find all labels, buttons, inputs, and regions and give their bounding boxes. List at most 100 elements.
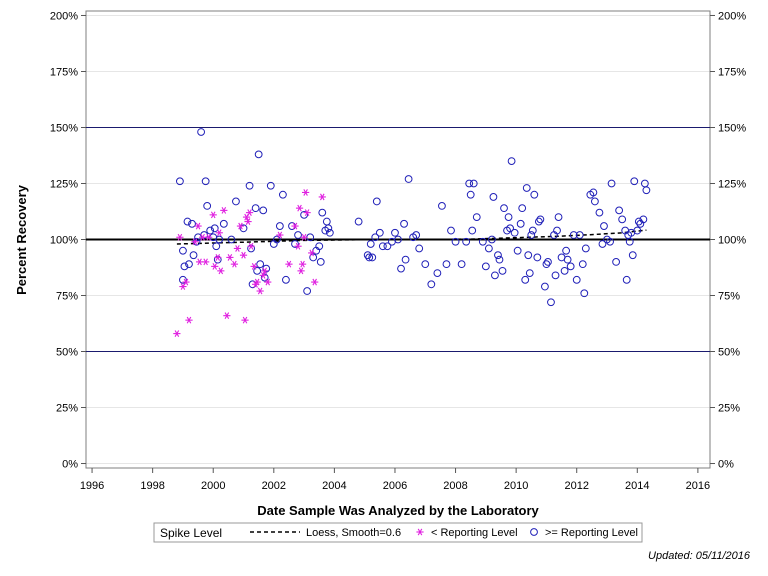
y-tick-label-left: 75% [56,291,78,303]
updated-footnote: Updated: 05/11/2016 [648,550,750,562]
data-point-below-reporting [261,267,269,275]
data-point-above-reporting [415,244,424,253]
x-tick-label: 2002 [262,480,286,492]
data-point-above-reporting [525,269,534,278]
data-point-above-reporting [595,208,604,217]
data-point-above-reporting [469,179,478,188]
data-point-above-reporting [212,242,221,251]
data-point-above-reporting [504,213,513,221]
data-point-above-reporting [534,217,543,226]
data-point-below-reporting [217,267,225,275]
data-point-above-reporting [542,260,551,269]
data-point-above-reporting [465,179,474,188]
y-tick-label-left: 25% [56,403,78,415]
data-point-below-reporting [253,278,261,286]
data-point-above-reporting [275,222,284,230]
data-point-above-reporting [203,201,212,210]
y-tick-label-right: 25% [718,403,740,415]
data-point-above-reporting [457,260,466,269]
data-point-above-reporting [530,190,539,199]
data-point-above-reporting [315,242,324,251]
data-point-above-reporting [219,219,228,228]
data-point-below-reporting [236,222,245,230]
data-point-below-reporting [285,260,293,268]
data-point-above-reporting [438,201,446,210]
data-point-above-reporting [472,213,481,221]
y-tick-label-left: 200% [50,10,78,22]
data-point-above-reporting [197,128,206,136]
data-point-above-reporting [536,215,545,224]
data-point-above-reporting [303,287,312,295]
data-point-above-reporting [634,217,643,226]
data-point-below-reporting [211,262,219,270]
data-point-above-reporting [300,210,308,219]
data-point-above-reporting [478,237,487,246]
data-point-below-reporting [173,330,181,337]
y-tick-label-right: 175% [718,66,746,78]
data-point-above-reporting [622,275,631,284]
data-point-above-reporting [547,298,555,307]
y-tick-label-left: 50% [56,347,78,359]
data-point-below-reporting [179,283,187,290]
x-tick-label: 1998 [140,480,164,492]
data-point-below-reporting [245,209,254,217]
data-point-above-reporting [468,226,477,235]
x-tick-label: 2010 [504,480,528,492]
data-point-above-reporting [615,206,624,215]
data-point-below-reporting [241,316,249,324]
above-reporting-legend-label: >= Reporting Level [545,527,638,539]
data-point-above-reporting [400,219,408,228]
y-tick-label-left: 0% [62,459,78,471]
x-tick-label: 1996 [80,480,104,492]
data-point-below-reporting [215,229,223,237]
data-point-above-reporting [322,217,331,226]
data-point-above-reporting [325,228,334,237]
data-point-above-reporting [213,255,222,264]
data-point-above-reporting [500,204,508,213]
data-point-above-reporting [371,233,380,242]
data-point-above-reporting [598,240,607,248]
data-point-below-reporting [247,242,255,250]
data-point-above-reporting [590,197,599,206]
data-point-above-reporting [507,157,516,165]
data-point-above-reporting [294,231,302,239]
data-point-below-reporting [176,233,184,241]
data-point-above-reporting [618,215,627,224]
data-point-above-reporting [560,266,569,275]
data-point-above-reporting [589,188,598,197]
data-point-above-reporting [179,246,187,255]
data-point-above-reporting [366,240,375,248]
data-point-above-reporting [372,197,381,206]
data-point-below-reporting [303,209,311,217]
data-point-above-reporting [365,253,374,262]
data-point-above-reporting [278,190,287,199]
data-point-below-reporting [256,287,264,295]
data-point-above-reporting [245,181,254,190]
data-point-above-reporting [266,181,275,190]
data-point-above-reporting [484,244,493,253]
data-point-above-reporting [185,260,193,269]
y-tick-label-left: 150% [50,122,78,134]
data-point-below-reporting [295,204,304,212]
data-point-below-reporting [202,258,210,266]
data-point-above-reporting [580,289,589,298]
data-point-above-reporting [391,228,399,237]
data-point-above-reporting [188,219,196,228]
data-point-above-reporting [210,224,219,233]
legend-frame [153,522,643,543]
data-point-below-reporting [214,254,222,261]
data-point-above-reporting [562,246,571,255]
loess-line [176,229,647,245]
data-point-above-reporting [447,226,455,235]
data-point-above-reporting [481,262,490,271]
data-point-above-reporting [368,253,377,262]
data-point-above-reporting [272,235,281,244]
data-point-above-reporting [397,264,405,273]
data-point-above-reporting [491,271,499,280]
star-marker-icon [416,528,424,536]
data-point-above-reporting [575,231,584,239]
data-point-below-reporting [220,206,228,214]
data-point-above-reporting [553,226,561,235]
data-point-above-reporting [527,231,536,239]
